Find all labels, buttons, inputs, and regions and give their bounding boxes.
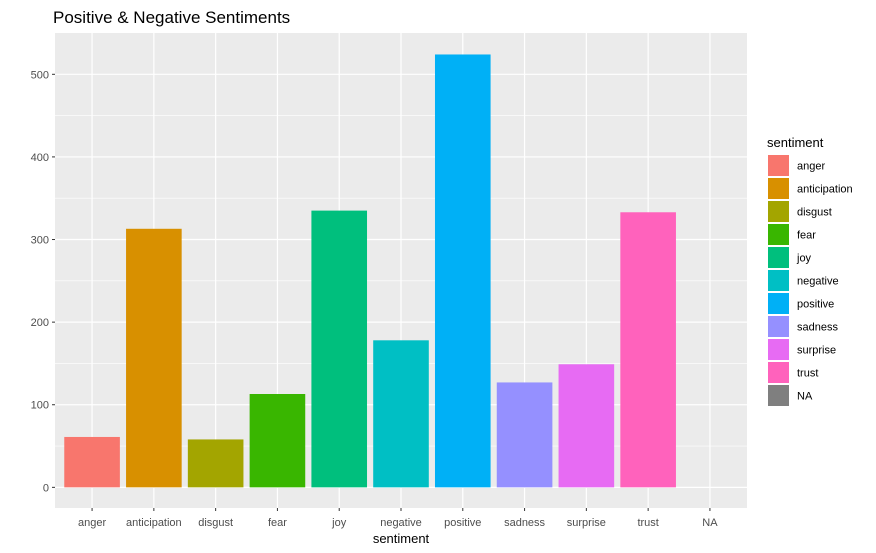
bar-disgust xyxy=(187,439,244,488)
legend-label: anger xyxy=(797,161,825,173)
bar-joy xyxy=(311,210,368,488)
bar-sadness xyxy=(496,382,553,488)
x-tick-label: joy xyxy=(331,517,347,529)
legend-label: joy xyxy=(796,253,812,265)
legend-key xyxy=(768,201,789,222)
bar-anger xyxy=(64,436,120,488)
legend-key xyxy=(768,293,789,314)
bar-positive xyxy=(434,54,491,488)
legend-label: trust xyxy=(797,368,818,380)
legend: sentiment anger anticipation disgust fear jo… xyxy=(767,135,853,406)
legend-label: anticipation xyxy=(797,184,853,196)
y-tick-label: 100 xyxy=(31,400,49,412)
y-tick-label: 500 xyxy=(31,69,49,81)
bar-fear xyxy=(249,394,306,488)
x-tick-label: surprise xyxy=(567,517,606,529)
x-tick-label: negative xyxy=(380,517,422,529)
y-tick-label: 0 xyxy=(43,482,49,494)
legend-label: negative xyxy=(797,276,839,288)
x-tick-label: anticipation xyxy=(126,517,182,529)
x-axis: anger anticipation disgust fear joy negative p… xyxy=(78,508,718,529)
x-tick-label: anger xyxy=(78,517,106,529)
bar-surprise xyxy=(558,364,615,488)
y-tick-label: 200 xyxy=(31,317,49,329)
y-tick-label: 300 xyxy=(31,235,49,247)
bars xyxy=(64,54,676,488)
y-tick-label: 400 xyxy=(31,152,49,164)
legend-key xyxy=(768,339,789,360)
legend-label: surprise xyxy=(797,345,836,357)
legend-key xyxy=(768,155,789,176)
legend-label: disgust xyxy=(797,207,832,219)
x-tick-label: disgust xyxy=(198,517,233,529)
x-tick-label: fear xyxy=(268,517,287,529)
legend-title: sentiment xyxy=(767,135,824,150)
legend-key xyxy=(768,270,789,291)
legend-key xyxy=(768,178,789,199)
x-tick-label: positive xyxy=(444,517,481,529)
chart-title: Positive & Negative Sentiments xyxy=(53,8,290,27)
x-axis-title: sentiment xyxy=(373,531,430,546)
x-tick-label: NA xyxy=(702,517,718,529)
bar-anticipation xyxy=(126,228,182,488)
bar-negative xyxy=(373,340,429,488)
legend-label: fear xyxy=(797,230,816,242)
legend-label: sadness xyxy=(797,322,838,334)
legend-label: NA xyxy=(797,391,813,403)
legend-key xyxy=(768,362,789,383)
legend-key xyxy=(768,316,789,337)
legend-key xyxy=(768,224,789,245)
x-tick-label: trust xyxy=(637,517,658,529)
legend-key xyxy=(768,385,789,406)
legend-label: positive xyxy=(797,299,834,311)
y-axis: 0 100 200 300 400 500 xyxy=(31,69,55,494)
x-tick-label: sadness xyxy=(504,517,545,529)
bar-trust xyxy=(620,212,676,488)
legend-key xyxy=(768,247,789,268)
